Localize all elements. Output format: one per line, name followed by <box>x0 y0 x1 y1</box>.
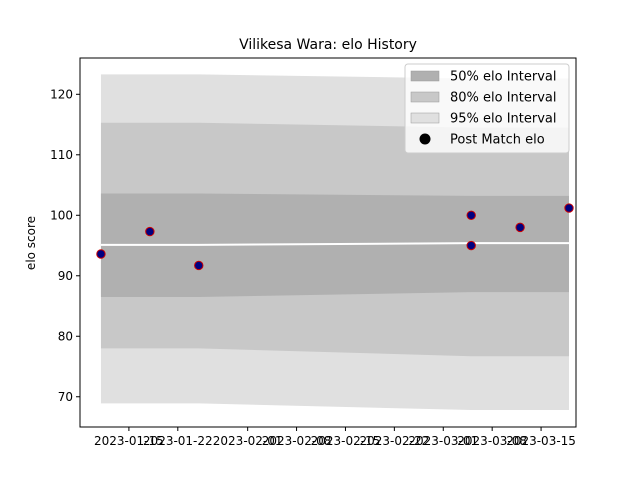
legend-swatch <box>410 91 440 103</box>
x-tick-label: 2023-02-22 <box>359 434 429 448</box>
x-tick-label: 2023-01-15 <box>94 434 164 448</box>
y-tick-label: 110 <box>50 148 73 162</box>
legend-box <box>404 63 570 154</box>
data-point <box>515 222 525 233</box>
y-axis-label: elo score <box>24 216 38 270</box>
legend: 50% elo Interval 80% elo Interval 95% elo … <box>404 63 570 154</box>
data-point <box>96 249 106 259</box>
mean-line <box>100 242 570 246</box>
x-tick-label: 2023-01-22 <box>143 434 213 448</box>
plot-frame <box>79 57 577 428</box>
x-tick-label: 2023-02-15 <box>311 434 381 448</box>
y-tick-label: 120 <box>50 87 73 101</box>
data-point <box>564 203 574 213</box>
x-tick-label: 2023-03-15 <box>506 434 576 448</box>
x-tick-label: 2023-03-01 <box>408 434 478 448</box>
x-tick-label: 2023-03-08 <box>457 434 527 448</box>
confidence-bands <box>100 74 570 411</box>
legend-label: 95% elo Interval <box>450 112 557 127</box>
data-point <box>466 240 476 251</box>
data-point <box>466 210 476 220</box>
legend-label: Post Match elo <box>450 133 545 148</box>
y-tick-label: 100 <box>50 208 73 222</box>
x-tick-label: 2023-02-01 <box>213 434 283 448</box>
y-tick-label: 70 <box>58 390 73 404</box>
legend-swatch <box>410 70 440 82</box>
legend-swatch <box>410 112 440 124</box>
y-tick-label: 80 <box>58 329 73 343</box>
chart-title: Vilikesa Wara: elo History <box>239 37 417 53</box>
mean-elo-line <box>100 242 570 246</box>
legend-marker <box>419 133 431 145</box>
data-point <box>194 260 204 271</box>
band-50 <box>100 193 570 297</box>
legend-label: 80% elo Interval <box>450 91 557 106</box>
x-tick-label: 2023-02-08 <box>262 434 332 448</box>
y-tick-label: 90 <box>58 269 73 283</box>
data-point <box>145 226 155 237</box>
post-match-points <box>96 203 574 271</box>
legend-label: 50% elo Interval <box>450 70 557 85</box>
